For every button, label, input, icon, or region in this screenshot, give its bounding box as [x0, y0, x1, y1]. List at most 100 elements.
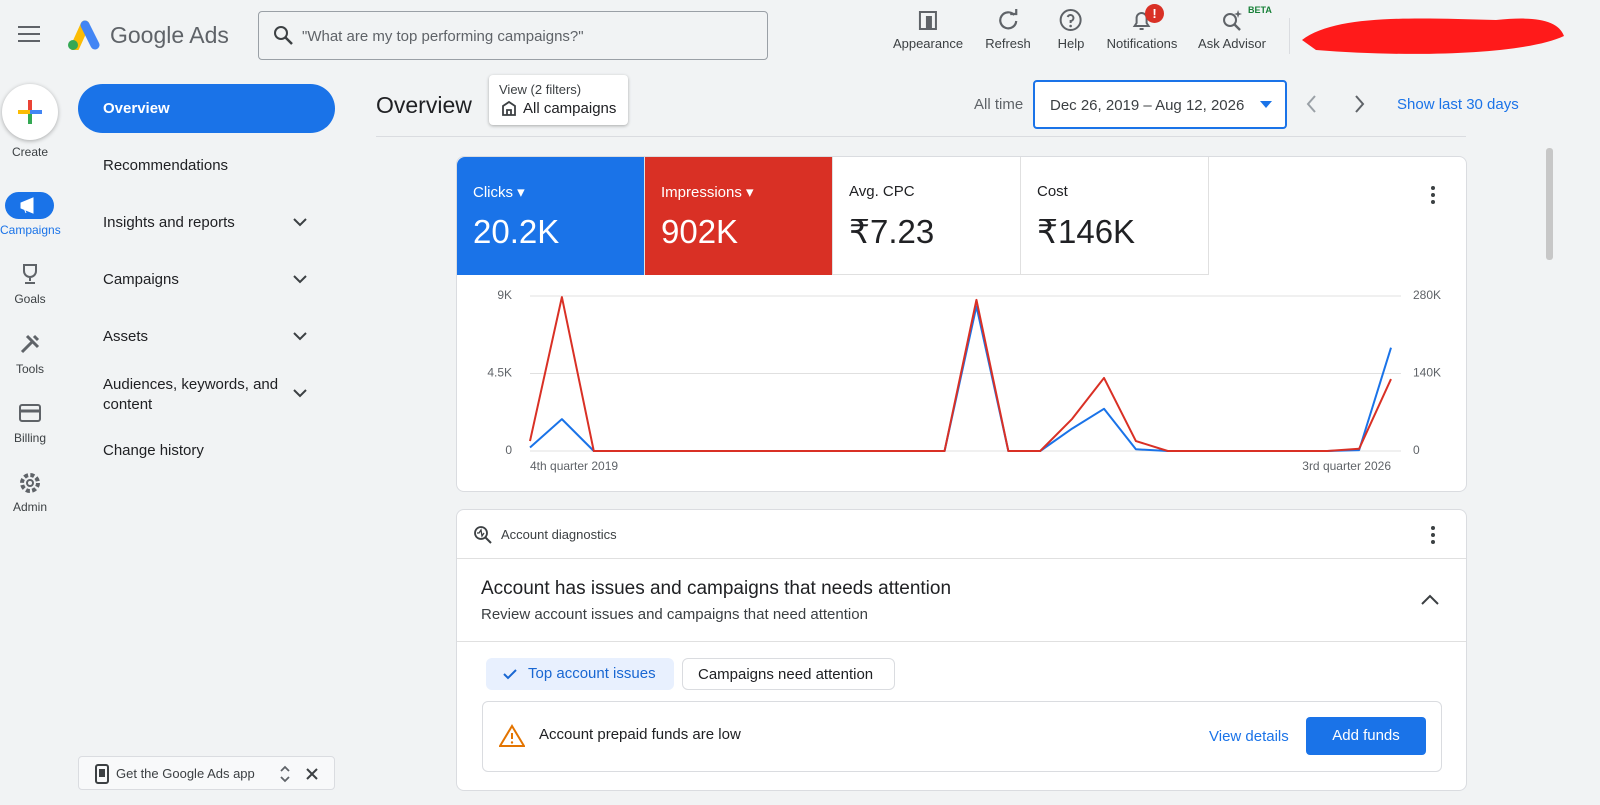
- range-arrows[interactable]: [1303, 94, 1373, 114]
- goals-icon[interactable]: [19, 263, 41, 285]
- nav-active[interactable]: [78, 84, 335, 133]
- app-promo[interactable]: Get the Google Ads app: [78, 756, 335, 790]
- campaigns-rail-icon[interactable]: [5, 192, 54, 219]
- help-button[interactable]: Help: [1057, 8, 1085, 51]
- diagnostics-card: Account diagnostics Account has issues a…: [456, 509, 1467, 791]
- refresh-button[interactable]: Refresh: [985, 8, 1031, 51]
- nav-item[interactable]: Overview: [103, 100, 170, 117]
- filter-button[interactable]: View (2 filters) All campaigns: [489, 75, 628, 125]
- label: Appearance: [892, 36, 964, 51]
- alert-text: Account prepaid funds are low: [539, 726, 741, 743]
- nav-item[interactable]: Assets: [103, 328, 149, 345]
- value: 20.2K: [473, 213, 560, 250]
- icon: [998, 9, 1018, 30]
- rail-label[interactable]: Goals: [14, 292, 46, 306]
- card-title: Account diagnostics: [501, 527, 617, 542]
- line-chart: 0 4.5K 9K 0 140K 280K 4th quarter 2019 3rd quar…: [487, 288, 1441, 473]
- tab[interactable]: Campaigns need attention: [682, 658, 895, 690]
- scorecard[interactable]: Impressions ▾ 902K: [645, 157, 833, 275]
- chevron: [293, 389, 307, 398]
- scrollbar[interactable]: [1546, 148, 1553, 260]
- x-tick-label: 4th quarter 2019: [530, 459, 618, 473]
- divider: [457, 641, 1466, 642]
- label: Ask Advisor: [1198, 36, 1266, 51]
- more-menu[interactable]: [1429, 525, 1437, 545]
- check-icon: [503, 669, 517, 680]
- heading: Account has issues and campaigns that ne…: [481, 578, 952, 599]
- nav-item[interactable]: Campaigns: [103, 271, 179, 288]
- icon: [919, 11, 937, 30]
- admin-icon[interactable]: [18, 471, 42, 495]
- ask-advisor-button[interactable]: Ask Advisor: [1198, 8, 1266, 51]
- notifications-button[interactable]: Notifications: [1106, 8, 1178, 51]
- plus-icon: [18, 100, 42, 124]
- nav-item[interactable]: Change history: [103, 442, 204, 459]
- rail-label[interactable]: Campaigns: [0, 223, 61, 237]
- phone-icon: [95, 764, 109, 784]
- value: 902K: [661, 213, 739, 250]
- value: ₹146K: [1037, 213, 1136, 250]
- subheading: Review account issues and campaigns that…: [481, 606, 868, 623]
- nav-item[interactable]: Audiences, keywords, and content: [103, 376, 279, 413]
- warning-icon: [499, 724, 525, 747]
- label: Notifications: [1106, 36, 1178, 51]
- show-last-link[interactable]: Show last 30 days: [1397, 96, 1519, 113]
- performance-card: Clicks ▾ 20.2K Impressions ▾ 902K Avg. CPC…: [456, 156, 1467, 492]
- filter-value: All campaigns: [523, 100, 617, 117]
- range-label: All time: [974, 96, 1024, 113]
- logo: [68, 20, 100, 50]
- label: Impressions: [661, 184, 742, 201]
- divider: [1289, 18, 1290, 54]
- page-title: Overview: [376, 92, 472, 118]
- filter-label: View (2 filters): [499, 82, 582, 97]
- y2ticks-label: 280K: [1413, 288, 1441, 302]
- divider: [457, 558, 1466, 559]
- yticks-label: 9K: [497, 288, 512, 302]
- brand: Google Ads: [110, 22, 229, 48]
- icon: [1060, 9, 1082, 31]
- range-text: Dec 26, 2019 – Aug 12, 2026: [1050, 97, 1245, 114]
- value: ₹7.23: [849, 213, 935, 250]
- chevron: [293, 218, 307, 227]
- rail-label[interactable]: Tools: [15, 362, 44, 376]
- create-button[interactable]: [2, 84, 58, 140]
- building-icon: [502, 100, 516, 116]
- tab-active[interactable]: Top account issues: [486, 658, 674, 690]
- scorecard[interactable]: Cost ₹146K: [1021, 157, 1209, 275]
- nav-item[interactable]: Recommendations: [103, 157, 229, 174]
- label: Clicks: [473, 184, 513, 201]
- series-line: [529, 296, 1392, 452]
- collapse-chevron[interactable]: [1420, 593, 1440, 607]
- view-details-link[interactable]: View details: [1209, 728, 1289, 745]
- search-placeholder: "What are my top performing campaigns?": [302, 28, 584, 45]
- label: Avg. CPC: [849, 183, 915, 200]
- y2ticks-label: 0: [1413, 443, 1420, 457]
- icon: [1222, 10, 1242, 31]
- menu-icon[interactable]: [18, 25, 40, 43]
- promo-controls[interactable]: [277, 765, 327, 783]
- x-tick-label: 3rd quarter 2026: [1302, 459, 1391, 473]
- search-box[interactable]: "What are my top performing campaigns?": [258, 11, 768, 60]
- search-icon: [274, 26, 293, 45]
- billing-icon[interactable]: [19, 403, 41, 423]
- chevron: [293, 275, 307, 284]
- chevron: [293, 332, 307, 341]
- tools-icon[interactable]: [19, 333, 41, 355]
- beta-tag: BETA: [1248, 5, 1272, 15]
- y2ticks-label: 140K: [1413, 366, 1441, 380]
- appearance-button[interactable]: Appearance: [893, 8, 963, 51]
- divider: [376, 136, 1466, 137]
- nav-item[interactable]: Insights and reports: [103, 214, 235, 231]
- label: Help: [1057, 36, 1085, 51]
- add-funds-button[interactable]: Add funds: [1306, 717, 1426, 755]
- redaction: [1302, 18, 1564, 54]
- rail-label[interactable]: Admin: [12, 500, 47, 514]
- rail-label[interactable]: Billing: [13, 431, 46, 445]
- more-menu[interactable]: [1429, 185, 1437, 205]
- date-range[interactable]: Dec 26, 2019 – Aug 12, 2026: [1033, 80, 1287, 129]
- rail-label: Create: [11, 145, 49, 159]
- scorecard[interactable]: Clicks ▾ 20.2K: [457, 157, 645, 275]
- scorecard[interactable]: Avg. CPC ₹7.23: [833, 157, 1021, 275]
- yticks-label: 0: [505, 443, 512, 457]
